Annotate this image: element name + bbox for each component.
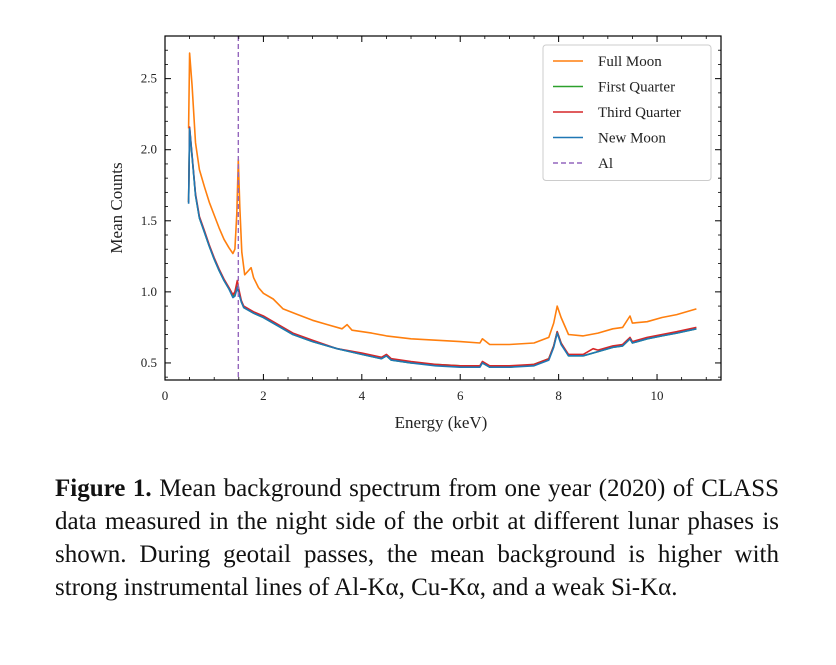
legend-label: New Moon [598,131,666,147]
series-line-new-moon [187,127,697,368]
y-axis-ticks: 0.5 1.0 1.5 2.0 2.5 [141,49,721,378]
series-line-full-moon [187,52,697,346]
figure-caption: Figure 1. Mean background spectrum from … [55,472,779,604]
x-axis-ticks: 0 2 4 6 8 10 [162,36,707,403]
x-tick-label: 4 [359,388,366,403]
x-tick-label: 0 [162,388,169,403]
x-tick-label: 6 [457,388,464,403]
legend-label: First Quarter [598,80,675,96]
caption-text: Mean background spectrum from one year (… [55,475,779,601]
caption-label: Figure 1. [55,475,152,502]
x-tick-label: 8 [555,388,562,403]
y-axis-label: Mean Counts [107,162,126,253]
plot-frame [164,35,722,381]
y-tick-label: 2.5 [141,71,157,86]
spectrum-chart: 0 2 4 6 8 10 0.5 1.0 1.5 2.0 2.5 Energy (keV) Mea… [107,35,722,432]
legend: Full Moon First Quarter Third Quarter New M… [542,44,712,181]
legend-label: Third Quarter [598,105,681,121]
legend-box [542,44,712,181]
y-tick-label: 2.0 [141,142,157,157]
y-tick-label: 0.5 [141,355,157,370]
plot-area [187,36,697,380]
legend-label: Full Moon [598,54,662,70]
x-tick-label: 10 [651,388,664,403]
y-tick-label: 1.0 [141,284,157,299]
legend-label: Al [598,156,613,172]
x-tick-label: 2 [260,388,267,403]
y-tick-label: 1.5 [141,213,157,228]
x-axis-label: Energy (keV) [395,413,488,432]
